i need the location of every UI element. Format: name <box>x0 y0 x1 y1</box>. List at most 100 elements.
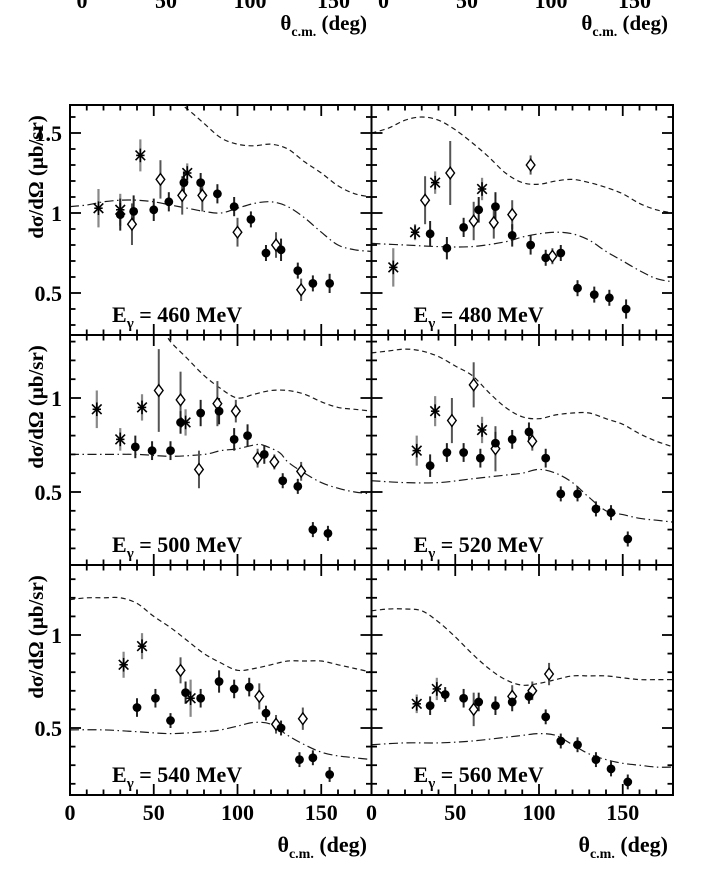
top-remnant-tick-label: 0 <box>378 0 389 13</box>
open-diamond-marker <box>175 392 186 407</box>
asterisk-marker <box>429 175 441 190</box>
panel-energy-label-460-rest: = 460 MeV <box>134 302 243 327</box>
open-diamond-marker <box>507 207 518 222</box>
panel-energy-label-540-rest: = 540 MeV <box>134 762 243 787</box>
y-tick-label: 1 <box>51 623 62 648</box>
filled-circle-marker <box>541 253 551 263</box>
filled-circle-marker <box>573 489 582 499</box>
dash-dot-theory-curve <box>371 231 673 283</box>
filled-circle-marker <box>176 418 185 427</box>
panel-energy-label-460-main: E <box>112 302 127 327</box>
filled-circle-marker <box>293 266 303 275</box>
panel-energy-label-460: Eγ = 460 MeV <box>112 302 242 332</box>
filled-circle-marker <box>604 293 614 303</box>
filled-circle-marker <box>425 229 435 239</box>
filled-circle-marker <box>151 693 160 703</box>
filled-circle-marker <box>556 736 566 746</box>
asterisk-marker <box>409 225 421 239</box>
x-tick-label: 100 <box>221 800 254 825</box>
open-diamond-marker <box>445 166 456 180</box>
x-axis-label-col0-rest: (deg) <box>314 832 367 857</box>
filled-circle-marker <box>573 740 582 750</box>
asterisk-marker <box>387 260 399 275</box>
panel-520-mev <box>371 348 673 547</box>
open-diamond-marker <box>126 217 138 232</box>
y-tick-label: 1 <box>51 201 62 226</box>
y-tick-label: 0.5 <box>35 281 63 306</box>
filled-circle-marker <box>276 723 286 733</box>
panel-500-mev <box>70 335 372 541</box>
filled-circle-marker <box>244 682 254 692</box>
filled-circle-marker <box>214 406 224 416</box>
open-diamond-marker <box>230 404 241 419</box>
top-remnant-x-axis-label-1: θc.m. (deg) <box>581 11 668 40</box>
open-diamond-marker <box>175 663 186 678</box>
filled-circle-marker <box>425 461 435 471</box>
panel-frame <box>370 104 674 336</box>
filled-circle-marker <box>181 688 190 698</box>
open-diamond-marker <box>153 383 164 398</box>
filled-circle-marker <box>261 248 271 258</box>
top-remnant-tick-label: 0 <box>77 0 88 13</box>
panel-energy-label-500: Eγ = 500 MeV <box>112 532 242 562</box>
filled-circle-marker <box>474 205 484 215</box>
filled-circle-marker <box>526 240 536 250</box>
dashed-theory-curve <box>371 348 673 448</box>
asterisk-marker <box>181 166 193 180</box>
filled-circle-marker <box>541 453 551 463</box>
filled-circle-marker <box>115 210 125 220</box>
dash-dot-theory-curve <box>70 199 372 252</box>
panel-energy-label-560-main: E <box>414 762 429 787</box>
top-remnant-tick-label: 100 <box>234 0 267 13</box>
open-diamond-marker <box>468 214 479 228</box>
open-diamond-marker <box>419 193 431 208</box>
filled-circle-marker <box>325 279 335 288</box>
open-diamond-marker <box>254 689 265 704</box>
asterisk-marker <box>411 697 423 711</box>
asterisk-marker <box>476 423 488 437</box>
panel-460-mev <box>70 105 372 301</box>
panel-energy-label-500-rest: = 500 MeV <box>134 532 243 557</box>
asterisk-marker <box>431 682 443 696</box>
open-diamond-marker <box>155 172 166 187</box>
top-remnant-x-axis-label-1-rest: (deg) <box>617 11 668 35</box>
filled-circle-marker <box>507 434 517 444</box>
filled-circle-marker <box>164 197 174 207</box>
filled-circle-marker <box>323 528 333 538</box>
top-remnant-tick-label: 50 <box>155 0 177 13</box>
panel-frame <box>370 564 674 796</box>
open-diamond-marker <box>468 702 479 717</box>
panel-energy-label-480-rest: = 480 MeV <box>435 302 544 327</box>
open-diamond-marker <box>295 464 307 479</box>
asterisk-marker <box>411 443 423 458</box>
x-tick-label: 50 <box>444 800 466 825</box>
filled-circle-marker <box>325 770 335 779</box>
filled-circle-marker <box>243 431 252 440</box>
filled-circle-marker <box>293 481 303 491</box>
top-remnant-x-axis-label-1-sub: c.m. <box>592 25 617 40</box>
open-diamond-marker <box>490 441 501 456</box>
filled-circle-marker <box>196 178 206 188</box>
filled-circle-marker <box>261 708 271 718</box>
filled-circle-marker <box>621 304 631 314</box>
filled-circle-marker <box>425 701 435 711</box>
panel-energy-label-540-sub: γ <box>126 776 134 792</box>
y-tick-label: 0.5 <box>35 716 63 741</box>
open-diamond-marker <box>468 377 479 392</box>
filled-circle-marker <box>524 691 534 701</box>
top-remnant-x-axis-label-1-main: θ <box>581 11 592 35</box>
panel-560-mev <box>371 608 673 790</box>
filled-circle-marker <box>524 427 534 437</box>
open-diamond-marker <box>193 462 205 477</box>
dashed-theory-curve <box>70 596 372 673</box>
filled-circle-marker <box>229 684 239 694</box>
panel-energy-label-520-sub: γ <box>427 546 435 562</box>
asterisk-marker <box>114 432 126 447</box>
filled-circle-marker <box>623 534 633 544</box>
asterisk-marker <box>91 402 103 417</box>
open-diamond-marker <box>547 249 558 264</box>
panel-energy-label-500-main: E <box>112 532 127 557</box>
filled-circle-marker <box>459 448 469 457</box>
